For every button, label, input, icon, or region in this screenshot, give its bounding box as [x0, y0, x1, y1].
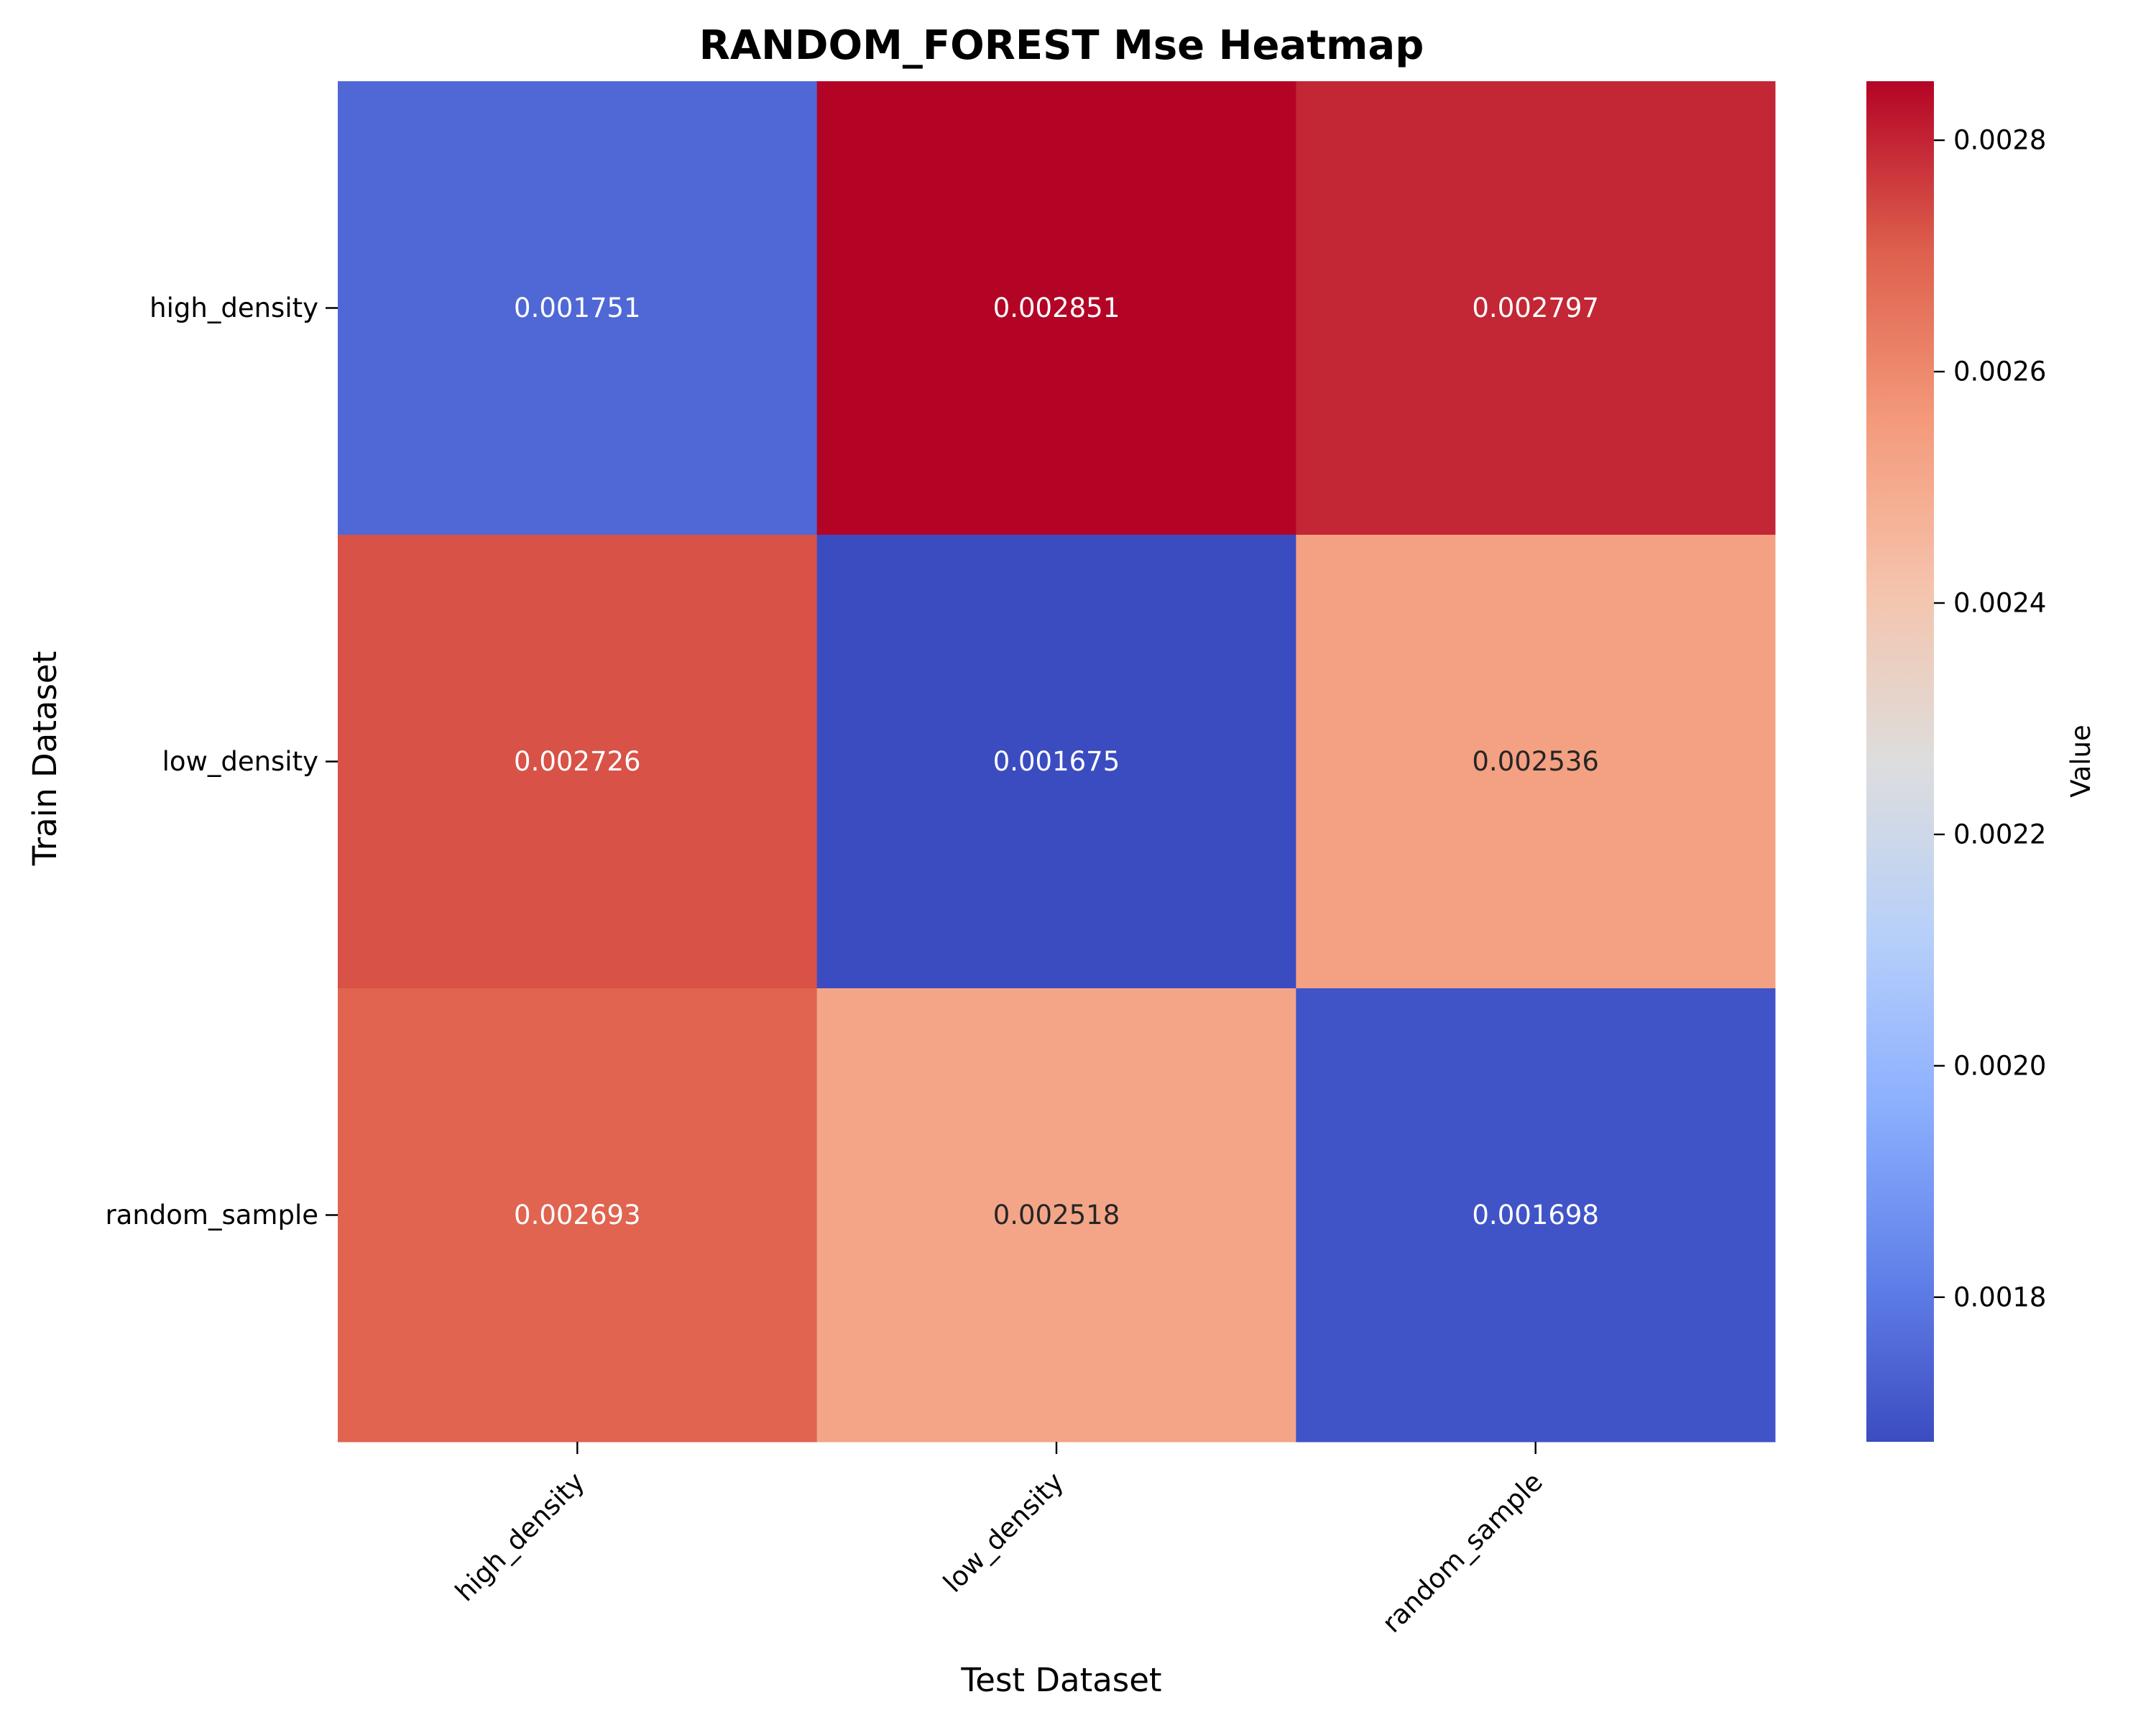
x-axis-label: Test Dataset	[960, 1661, 1161, 1699]
heatmap-cell	[816, 988, 1296, 1443]
heatmap-cell-label: 0.001698	[1472, 1200, 1599, 1230]
heatmap-cell	[816, 81, 1296, 535]
y-axis-label: Train Dataset	[26, 651, 64, 867]
colorbar-ticks: 0.0018 0.0020 0.0022 0.0024 0.0026 0.0028	[1934, 125, 2046, 1312]
heatmap-cell	[338, 988, 818, 1443]
x-tick-label: low_density	[937, 1466, 1069, 1598]
heatmap-cell-labels: 0.001751 0.002851 0.002797 0.002726 0.001675…	[514, 293, 1599, 1230]
heatmap-cell-label: 0.001751	[514, 293, 641, 323]
colorbar-tick-label: 0.0028	[1953, 125, 2046, 156]
colorbar-tick-label: 0.0018	[1953, 1282, 2046, 1312]
heatmap-cell	[1296, 535, 1776, 989]
y-tick-label: high_density	[149, 293, 318, 323]
x-axis-ticks: high_density low_density random_sample	[449, 1442, 1549, 1639]
colorbar-tick-label: 0.0022	[1953, 819, 2046, 850]
chart-title: RANDOM_FOREST Mse Heatmap	[699, 22, 1424, 69]
y-tick-label: random_sample	[105, 1200, 318, 1230]
y-tick-label: low_density	[162, 746, 318, 777]
heatmap-cell-label: 0.002797	[1472, 293, 1599, 323]
heatmap-cell	[338, 535, 818, 989]
x-tick-label: random_sample	[1376, 1466, 1549, 1639]
colorbar-tick-label: 0.0026	[1953, 356, 2046, 387]
heatmap-cell-label: 0.002851	[993, 293, 1120, 323]
heatmap-cell-label: 0.002726	[514, 746, 641, 777]
heatmap-cell	[1296, 988, 1776, 1443]
heatmap-cell	[816, 535, 1296, 989]
heatmap-cell	[1296, 81, 1776, 535]
y-axis-ticks: high_density low_density random_sample	[105, 293, 338, 1230]
heatmap-cell-label: 0.002536	[1472, 746, 1599, 777]
colorbar-tick-label: 0.0020	[1953, 1050, 2046, 1081]
heatmap-cells	[338, 81, 1776, 1443]
heatmap-cell-label: 0.001675	[993, 746, 1120, 777]
x-tick-label: high_density	[449, 1466, 590, 1607]
heatmap-cell	[338, 81, 818, 535]
colorbar	[1866, 81, 1934, 1442]
colorbar-tick-label: 0.0024	[1953, 587, 2046, 618]
heatmap-cell-label: 0.002693	[514, 1200, 641, 1230]
heatmap-cell-label: 0.002518	[993, 1200, 1120, 1230]
colorbar-label: Value	[2065, 724, 2096, 798]
